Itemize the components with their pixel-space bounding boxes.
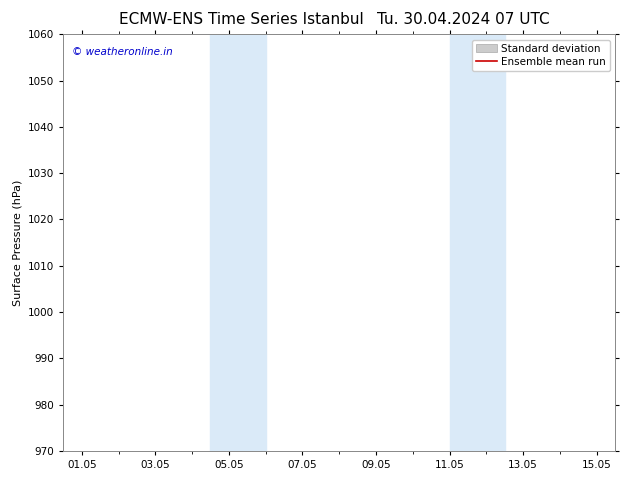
Bar [210,34,266,451]
Text: Tu. 30.04.2024 07 UTC: Tu. 30.04.2024 07 UTC [377,12,549,27]
Y-axis label: Surface Pressure (hPa): Surface Pressure (hPa) [13,179,23,306]
Text: © weatheronline.in: © weatheronline.in [72,47,172,57]
Text: ECMW-ENS Time Series Istanbul: ECMW-ENS Time Series Istanbul [119,12,363,27]
Legend: Standard deviation, Ensemble mean run: Standard deviation, Ensemble mean run [472,40,610,71]
Bar [450,34,505,451]
